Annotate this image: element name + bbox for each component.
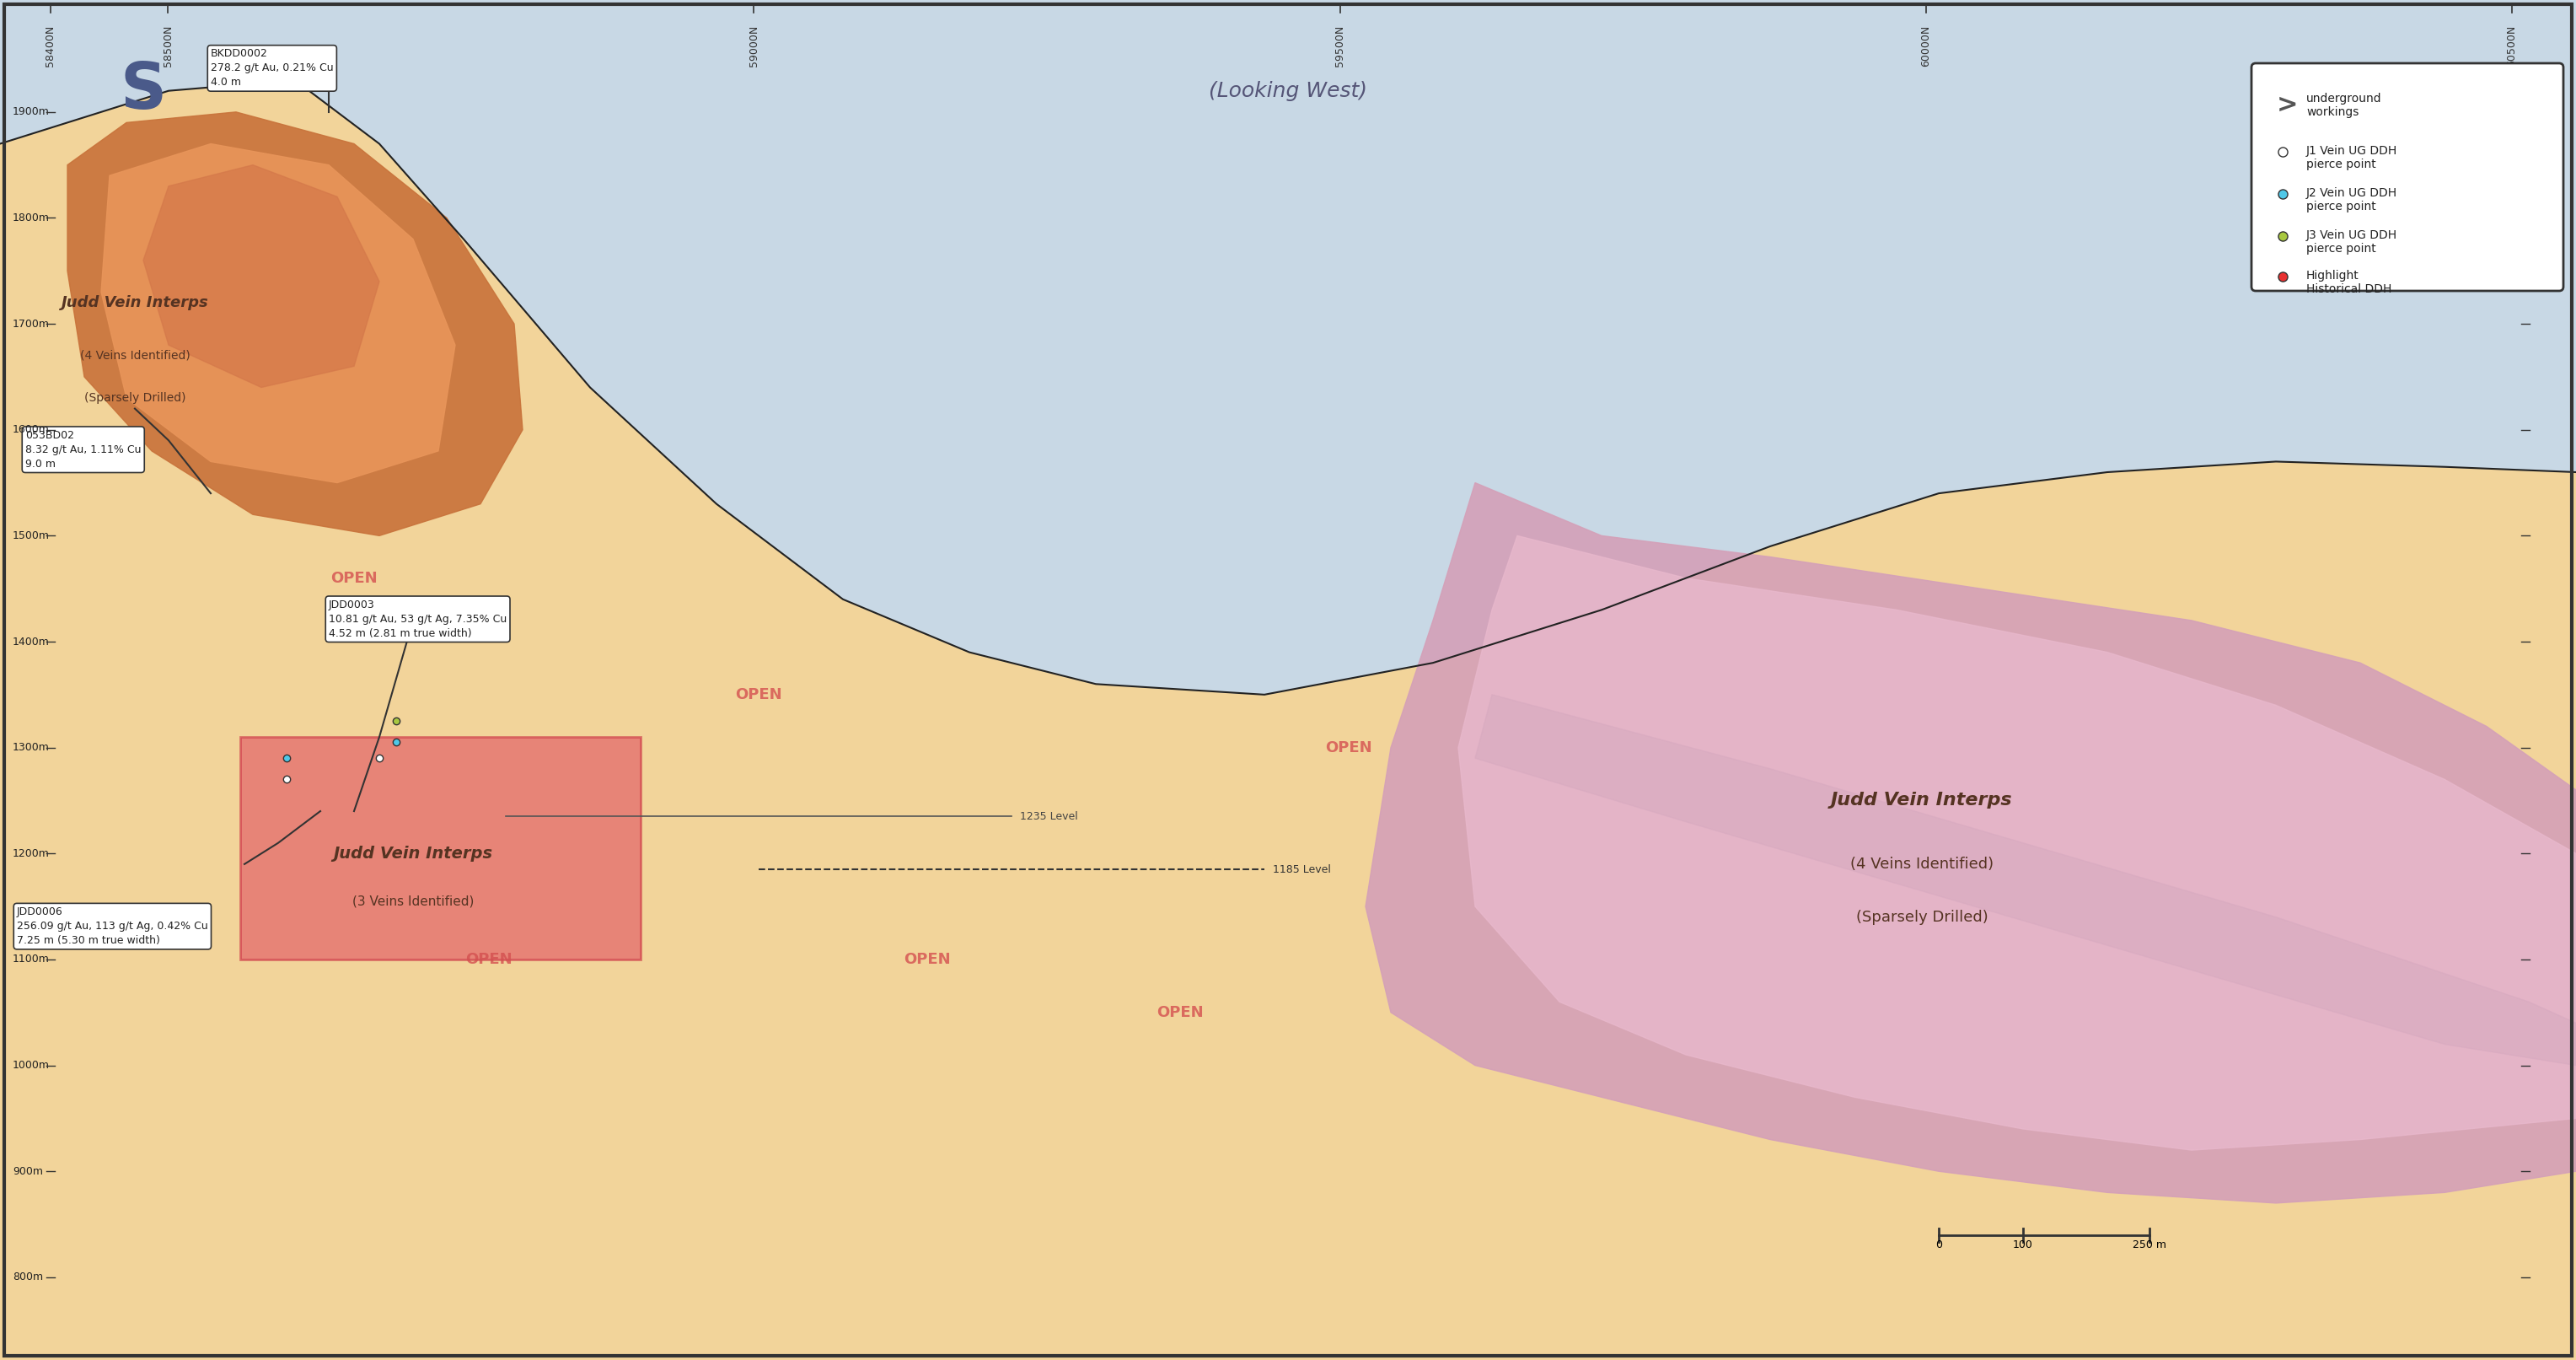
Polygon shape (0, 0, 2576, 544)
Text: (4 Veins Identified): (4 Veins Identified) (80, 350, 191, 362)
Text: S: S (121, 60, 167, 122)
Text: >: > (2277, 92, 2298, 117)
Polygon shape (1476, 695, 2576, 1065)
Text: 1500m: 1500m (13, 530, 49, 541)
Text: J1 Vein UG DDH
pierce point: J1 Vein UG DDH pierce point (2306, 146, 2398, 170)
Polygon shape (0, 0, 2576, 695)
Text: OPEN: OPEN (1157, 1005, 1203, 1020)
Text: 1700m: 1700m (13, 318, 49, 329)
Text: 60000N: 60000N (1922, 26, 1932, 67)
Text: 1300m: 1300m (13, 743, 49, 753)
Text: 1100m: 1100m (13, 953, 49, 966)
Text: Judd Vein Interps: Judd Vein Interps (332, 846, 492, 861)
Text: JDD0003
10.81 g/t Au, 53 g/t Ag, 7.35% Cu
4.52 m (2.81 m true width): JDD0003 10.81 g/t Au, 53 g/t Ag, 7.35% C… (330, 600, 507, 639)
Text: Judd Vein Interps: Judd Vein Interps (62, 295, 209, 310)
Text: 800m: 800m (13, 1272, 44, 1282)
Text: 100: 100 (2012, 1239, 2032, 1250)
Text: OPEN: OPEN (734, 687, 783, 702)
Text: J3 Vein UG DDH
pierce point: J3 Vein UG DDH pierce point (2306, 230, 2398, 254)
Text: Judd Vein Interps: Judd Vein Interps (1832, 792, 2012, 809)
Text: 59000N: 59000N (750, 26, 760, 67)
Polygon shape (1365, 483, 2576, 1204)
Polygon shape (0, 80, 2576, 1360)
Bar (240, 737, 641, 959)
Text: (4 Veins Identified): (4 Veins Identified) (1850, 857, 1994, 872)
Polygon shape (67, 112, 523, 536)
Text: (3 Veins Identified): (3 Veins Identified) (353, 895, 474, 907)
Text: 60500N: 60500N (2506, 26, 2517, 67)
Text: OPEN: OPEN (904, 952, 951, 967)
Text: Highlight
Historical DDH: Highlight Historical DDH (2306, 269, 2391, 295)
Text: 59500N: 59500N (1334, 26, 1345, 67)
Text: 1800m: 1800m (13, 212, 49, 223)
Text: 1200m: 1200m (13, 849, 49, 860)
FancyBboxPatch shape (2251, 63, 2563, 291)
Text: 0: 0 (1935, 1239, 1942, 1250)
Text: 1235 Level: 1235 Level (1020, 811, 1077, 821)
Text: N: N (2465, 228, 2519, 291)
Text: 1185 Level: 1185 Level (1273, 864, 1332, 874)
Text: 1600m: 1600m (13, 424, 49, 435)
Polygon shape (144, 165, 379, 388)
Text: 1000m: 1000m (13, 1059, 49, 1070)
Polygon shape (100, 144, 456, 483)
Text: 1400m: 1400m (13, 636, 49, 647)
Text: JDD0006
256.09 g/t Au, 113 g/t Ag, 0.42% Cu
7.25 m (5.30 m true width): JDD0006 256.09 g/t Au, 113 g/t Ag, 0.42%… (18, 907, 209, 947)
Text: 250 m: 250 m (2133, 1239, 2166, 1250)
Text: OPEN: OPEN (330, 570, 379, 586)
Polygon shape (1458, 536, 2576, 1151)
Text: 1900m: 1900m (13, 106, 49, 117)
Text: 58500N: 58500N (162, 26, 173, 67)
Text: BKDD0002
278.2 g/t Au, 0.21% Cu
4.0 m: BKDD0002 278.2 g/t Au, 0.21% Cu 4.0 m (211, 49, 332, 88)
Text: (Sparsely Drilled): (Sparsely Drilled) (85, 392, 185, 404)
Text: 58400N: 58400N (46, 26, 57, 67)
Text: J2 Vein UG DDH
pierce point: J2 Vein UG DDH pierce point (2306, 188, 2398, 212)
Text: 900m: 900m (13, 1166, 44, 1176)
Text: (Looking West): (Looking West) (1208, 80, 1368, 101)
Text: 053BD02
8.32 g/t Au, 1.11% Cu
9.0 m: 053BD02 8.32 g/t Au, 1.11% Cu 9.0 m (26, 430, 142, 469)
Text: OPEN: OPEN (466, 952, 513, 967)
Text: underground
workings: underground workings (2306, 92, 2383, 118)
Text: OPEN: OPEN (1324, 740, 1373, 755)
Text: (Sparsely Drilled): (Sparsely Drilled) (1855, 910, 1989, 925)
